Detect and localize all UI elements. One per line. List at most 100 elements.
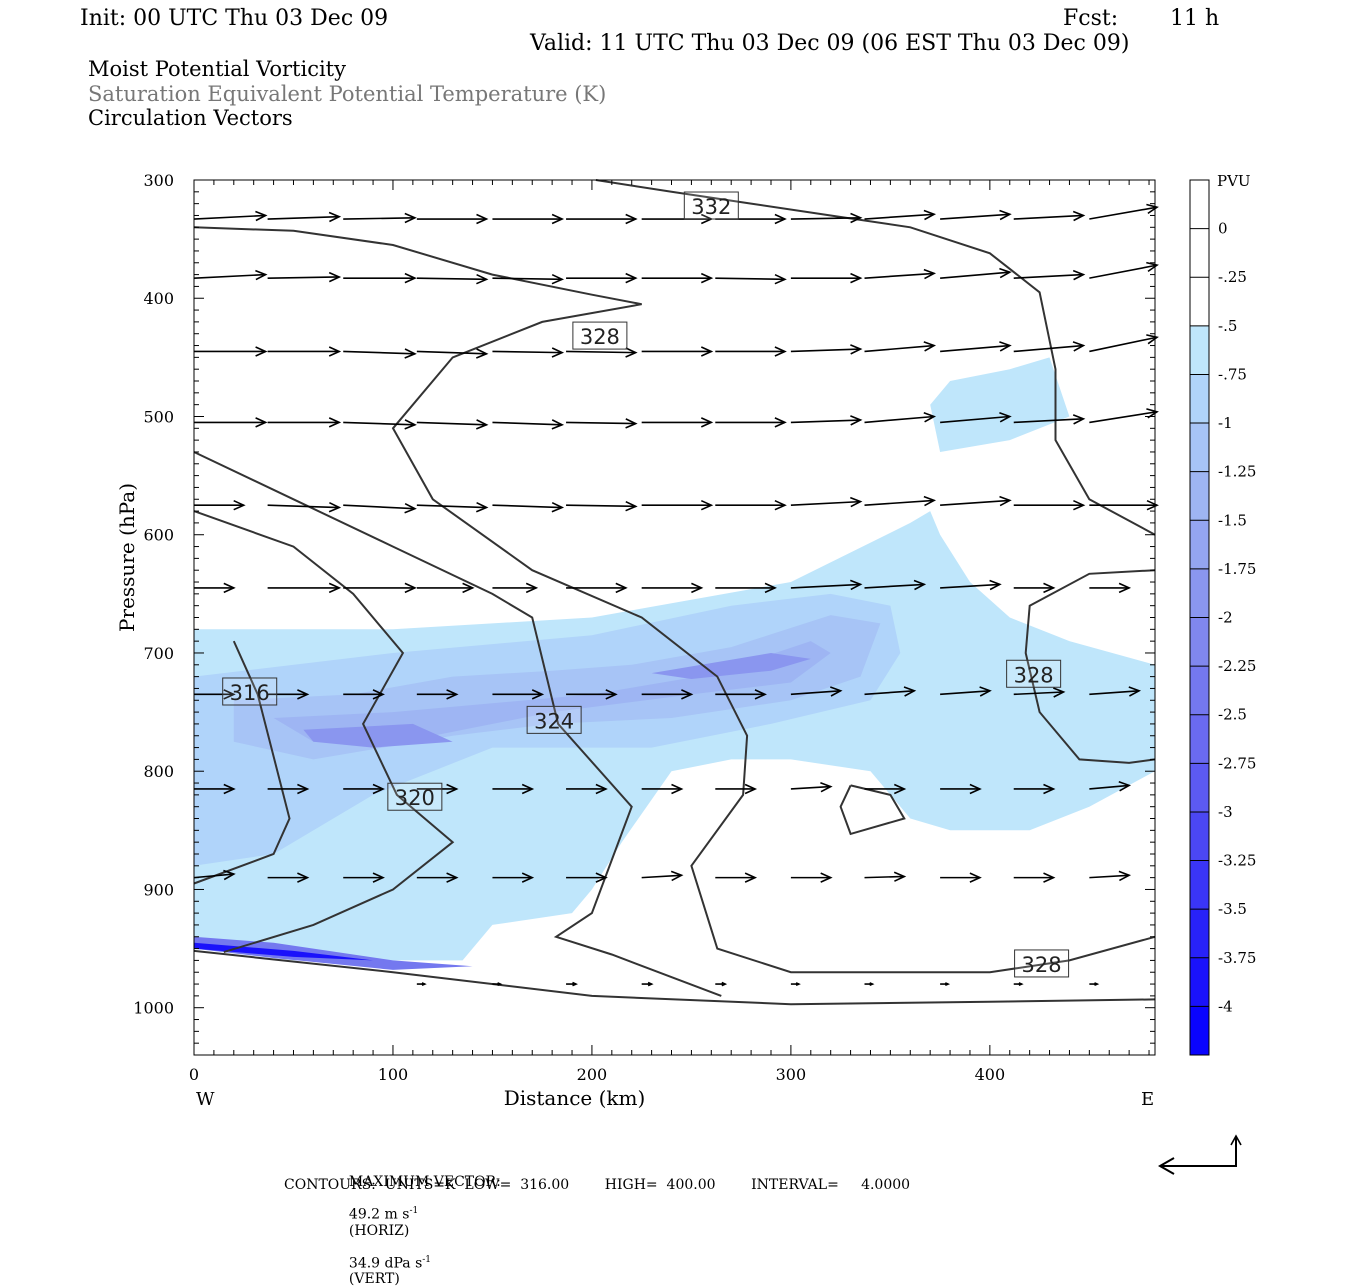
vector-head: [969, 872, 982, 883]
vector-head: [615, 582, 628, 594]
circulation-vector: [641, 783, 684, 795]
vector-shaft: [940, 271, 1010, 279]
contour-label-box: [572, 321, 628, 350]
circulation-vector: [715, 273, 787, 285]
vector-head: [923, 209, 937, 221]
vector-head: [869, 982, 875, 987]
colorbar-swatch: [1190, 1006, 1209, 1055]
valid-time: Valid: 11 UTC Thu 03 Dec 09 (06 EST Thu …: [530, 31, 1130, 56]
pv-shade-region: [273, 641, 831, 742]
theta-e-contour-328: [193, 226, 1156, 974]
circulation-vector: [566, 500, 638, 512]
vector-head: [446, 783, 459, 795]
vector-shaft: [864, 583, 925, 589]
circulation-vector-layer: [193, 203, 1159, 987]
colorbar-level-label: -2.25: [1218, 657, 1256, 675]
circulation-vector: [416, 689, 459, 700]
east-label: E: [1141, 1089, 1154, 1110]
vector-shaft: [1089, 784, 1130, 790]
circulation-vector: [940, 341, 1012, 353]
horiz-max-value: 49.2 m s: [348, 1206, 410, 1223]
colorbar-level-label: 0: [1218, 220, 1228, 238]
vector-head: [923, 412, 937, 423]
contour-label-text: 328: [1014, 663, 1054, 687]
circulation-vector: [492, 501, 565, 513]
contour-label-text: 324: [534, 709, 574, 733]
vector-head: [969, 783, 982, 795]
circulation-vector: [864, 495, 937, 507]
vector-head: [999, 495, 1012, 507]
colorbar-level-label: -.25: [1218, 268, 1247, 286]
vector-head: [475, 501, 489, 513]
vector-head: [328, 582, 342, 594]
vert-unit-exponent: -1: [422, 1254, 432, 1265]
y-tick-label: 1000: [133, 999, 174, 1018]
contour-label-text: 332: [691, 195, 731, 219]
contour-label-text: 328: [1022, 953, 1062, 977]
vector-shaft: [1013, 214, 1084, 220]
circulation-vector: [641, 346, 714, 357]
circulation-vector: [194, 689, 236, 700]
reference-vector-icon: [1157, 1134, 1242, 1175]
circulation-vector: [1089, 261, 1159, 279]
theta-e-contour-316: [193, 949, 1156, 1006]
vector-head: [1053, 687, 1066, 698]
contour-label-box: [1006, 659, 1062, 688]
colorbar-level-label: -3.25: [1218, 852, 1256, 870]
circulation-vector: [864, 783, 907, 795]
contour-label-layer: 332 328 316 324 320 328 328: [222, 191, 1070, 978]
circulation-vector: [641, 870, 684, 882]
circulation-vector: [267, 501, 342, 513]
vector-head: [404, 502, 417, 514]
vector-head: [1072, 210, 1086, 222]
contour-label-324: 324: [526, 705, 582, 734]
vector-head: [1146, 261, 1159, 273]
circulation-vector: [566, 418, 638, 429]
vector-head: [572, 981, 578, 987]
contour-label-box: [1014, 949, 1070, 978]
circulation-vector: [492, 273, 565, 285]
colorbar-level-label: -3.5: [1218, 900, 1247, 918]
circulation-vector: [343, 783, 385, 795]
x-axis-label: Distance (km): [504, 1086, 646, 1110]
circulation-vector: [864, 579, 927, 591]
vector-head: [1146, 203, 1159, 215]
circulation-vector: [194, 783, 236, 795]
vector-shaft: [1013, 691, 1064, 696]
vector-head: [979, 686, 992, 697]
circulation-vector: [267, 417, 342, 428]
circulation-vector: [267, 271, 342, 283]
vector-shaft: [940, 690, 990, 696]
vector-shaft: [790, 690, 841, 696]
circulation-vector: [1089, 203, 1159, 220]
vector-shaft: [864, 499, 935, 506]
contour-label-text: 320: [395, 786, 435, 810]
circulation-vector: [1013, 687, 1066, 698]
vector-shaft: [193, 873, 234, 879]
circulation-vector: [193, 269, 268, 281]
contour-label-328: 328: [1014, 949, 1070, 978]
circulation-vector: [864, 268, 937, 280]
circulation-vector: [566, 347, 638, 358]
horiz-suffix: (HORIZ): [348, 1222, 410, 1239]
vector-shaft: [940, 344, 1010, 353]
vector-shaft: [492, 504, 563, 509]
vector-head: [372, 872, 385, 883]
circulation-vector: [492, 783, 535, 795]
vector-head: [223, 869, 236, 881]
vector-head: [795, 982, 801, 987]
vector-head: [297, 689, 310, 700]
circulation-vector: [715, 417, 787, 428]
max-vector-label: MAXIMUM VECTOR:: [348, 1174, 501, 1190]
vector-shaft: [940, 213, 1010, 220]
vector-head: [1094, 982, 1100, 987]
vector-head: [404, 348, 417, 359]
circulation-vector: [1013, 341, 1086, 353]
circulation-vector: [1013, 210, 1086, 222]
vector-shaft: [193, 214, 266, 220]
circulation-vector: [641, 417, 714, 428]
circulation-vector: [1013, 783, 1056, 795]
vector-head: [531, 689, 545, 700]
theta-e-contour-328: [1024, 569, 1156, 764]
west-label: W: [196, 1089, 215, 1110]
